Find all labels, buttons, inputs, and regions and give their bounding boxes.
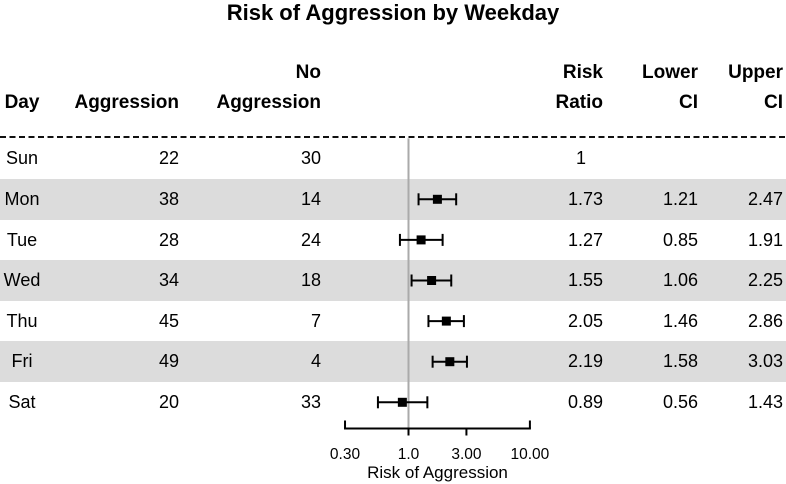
risk-ratio-cell: 2.19 bbox=[567, 351, 603, 372]
risk-ratio-cell: 1 bbox=[575, 148, 586, 169]
no-aggression-cell: 30 bbox=[300, 148, 321, 169]
aggression-cell: 38 bbox=[158, 189, 179, 209]
day-cell: Thu bbox=[6, 310, 38, 331]
table-row: Thu 45 7 2.05 1.46 2.86 bbox=[0, 301, 786, 342]
lower-ci-cell: 1.46 bbox=[662, 310, 698, 331]
risk-ratio-cell: 1.55 bbox=[567, 270, 603, 291]
table-row: Wed 34 18 1.55 1.06 2.25 bbox=[0, 260, 786, 301]
upper-ci-cell: 1.91 bbox=[747, 229, 783, 250]
risk-ratio-cell: 1.27 bbox=[567, 229, 603, 250]
table-row: Fri 49 4 2.19 1.58 3.03 bbox=[0, 341, 786, 382]
table-row: Sun 22 30 1 bbox=[0, 138, 786, 179]
lower-ci-cell: 1.58 bbox=[662, 351, 698, 372]
aggression-cell: 22 bbox=[158, 148, 179, 169]
upper-ci-cell: 3.03 bbox=[747, 351, 783, 372]
header-risk-ratio-line1: Risk bbox=[562, 62, 603, 83]
no-aggression-cell: 24 bbox=[300, 229, 321, 250]
no-aggression-cell: 7 bbox=[310, 310, 321, 331]
header-lower-ci-line2: CI bbox=[679, 92, 698, 113]
header-day: Day bbox=[4, 92, 40, 113]
risk-ratio-cell: 2.05 bbox=[567, 310, 603, 331]
header-lower-ci-line1: Lower bbox=[642, 62, 698, 83]
header-aggression: Aggression bbox=[74, 92, 179, 113]
aggression-cell: 45 bbox=[158, 310, 179, 331]
no-aggression-cell: 14 bbox=[300, 189, 321, 209]
day-cell: Sat bbox=[8, 392, 36, 412]
column-header-row-1: No Risk Lower Upper bbox=[0, 60, 786, 86]
header-risk-ratio-line2: Ratio bbox=[555, 92, 604, 113]
table-row: Sat 20 33 0.89 0.56 1.43 bbox=[0, 382, 786, 423]
risk-ratio-cell: 1.73 bbox=[567, 189, 603, 209]
upper-ci-cell bbox=[673, 138, 783, 179]
header-no-aggression-line2: Aggression bbox=[216, 92, 321, 113]
header-divider-dashed-line bbox=[0, 136, 786, 138]
day-cell: Wed bbox=[3, 270, 41, 291]
day-cell: Fri bbox=[11, 351, 33, 372]
lower-ci-cell: 0.56 bbox=[662, 392, 698, 412]
table-row: Tue 28 24 1.27 0.85 1.91 bbox=[0, 220, 786, 261]
day-cell: Sun bbox=[5, 148, 39, 169]
header-upper-ci-line2: CI bbox=[764, 92, 783, 113]
upper-ci-cell: 2.47 bbox=[747, 189, 783, 209]
upper-ci-cell: 2.86 bbox=[747, 310, 783, 331]
upper-ci-cell: 1.43 bbox=[747, 392, 783, 412]
no-aggression-cell: 33 bbox=[300, 392, 321, 412]
no-aggression-cell: 4 bbox=[310, 351, 321, 372]
upper-ci-cell: 2.25 bbox=[747, 270, 783, 291]
chart-title: Risk of Aggression by Weekday bbox=[226, 0, 560, 25]
header-upper-ci-line1: Upper bbox=[728, 62, 783, 83]
risk-ratio-cell: 0.89 bbox=[567, 392, 603, 412]
table-row: Mon 38 14 1.73 1.21 2.47 bbox=[0, 179, 786, 220]
aggression-cell: 20 bbox=[158, 392, 179, 412]
header-no-aggression-line1: No bbox=[295, 62, 321, 83]
x-axis-label: Risk of Aggression bbox=[367, 463, 508, 482]
aggression-cell: 28 bbox=[158, 229, 179, 250]
lower-ci-cell: 1.06 bbox=[662, 270, 698, 291]
day-cell: Mon bbox=[4, 189, 40, 209]
no-aggression-cell: 18 bbox=[300, 270, 321, 291]
day-cell: Tue bbox=[6, 229, 38, 250]
column-header-row-2: Day Aggression Aggression Ratio CI CI bbox=[0, 90, 786, 116]
aggression-cell: 49 bbox=[158, 351, 179, 372]
lower-ci-cell: 0.85 bbox=[662, 229, 698, 250]
aggression-cell: 34 bbox=[158, 270, 179, 291]
lower-ci-cell: 1.21 bbox=[662, 189, 698, 209]
